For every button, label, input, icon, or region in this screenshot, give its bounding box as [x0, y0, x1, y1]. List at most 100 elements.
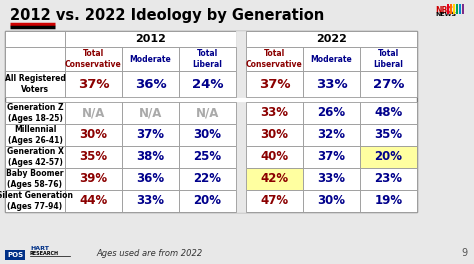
Bar	[450, 4, 453, 14]
Bar	[5, 102, 65, 124]
Bar	[5, 250, 25, 260]
Bar	[122, 102, 179, 124]
Text: 25%: 25%	[193, 150, 221, 163]
Text: RESEARCH: RESEARCH	[30, 251, 59, 256]
Text: 2022: 2022	[316, 34, 347, 44]
Bar	[360, 190, 417, 212]
Bar	[122, 71, 179, 97]
Bar	[236, 71, 246, 97]
Text: Millennial
(Ages 26-41): Millennial (Ages 26-41)	[8, 125, 63, 145]
Text: 35%: 35%	[80, 150, 108, 163]
Bar	[65, 31, 236, 47]
Bar	[246, 102, 303, 124]
Bar	[122, 168, 179, 190]
Text: Generation Z
(Ages 18-25): Generation Z (Ages 18-25)	[7, 103, 64, 123]
Bar	[122, 190, 179, 212]
Bar	[453, 4, 456, 14]
Bar	[179, 102, 236, 124]
Bar	[236, 146, 246, 168]
Text: Generation X
(Ages 42-57): Generation X (Ages 42-57)	[7, 147, 64, 167]
Text: 37%: 37%	[78, 78, 109, 91]
Text: 39%: 39%	[80, 172, 108, 186]
Text: 30%: 30%	[193, 129, 221, 142]
Bar	[462, 4, 465, 14]
Text: 48%: 48%	[374, 106, 402, 120]
Bar	[5, 190, 65, 212]
Bar	[179, 146, 236, 168]
Bar	[236, 102, 246, 124]
Text: POS: POS	[7, 252, 23, 258]
Text: Moderate: Moderate	[310, 54, 352, 64]
Text: 36%: 36%	[135, 78, 166, 91]
Bar	[360, 47, 417, 71]
Text: Total
Liberal: Total Liberal	[192, 49, 222, 69]
Bar	[65, 71, 122, 97]
Text: 37%: 37%	[137, 129, 164, 142]
Bar	[360, 146, 417, 168]
Bar	[303, 47, 360, 71]
Bar	[65, 190, 122, 212]
Bar	[456, 4, 458, 14]
Bar	[459, 4, 462, 14]
Bar	[246, 47, 303, 71]
Text: Total
Conservative: Total Conservative	[65, 49, 122, 69]
Text: 27%: 27%	[373, 78, 404, 91]
Bar	[246, 146, 303, 168]
Text: Total
Liberal: Total Liberal	[374, 49, 403, 69]
Bar	[303, 168, 360, 190]
Text: 37%: 37%	[318, 150, 346, 163]
Text: All Registered
Voters: All Registered Voters	[5, 74, 65, 94]
Text: 24%: 24%	[192, 78, 223, 91]
Text: Total
Conservative: Total Conservative	[246, 49, 303, 69]
Bar	[5, 47, 65, 71]
Bar	[5, 168, 65, 190]
Bar	[65, 102, 122, 124]
Bar	[5, 31, 65, 47]
Bar	[360, 102, 417, 124]
Text: Ages used are from 2022: Ages used are from 2022	[97, 249, 203, 258]
Bar	[122, 47, 179, 71]
Text: 42%: 42%	[260, 172, 289, 186]
Bar	[122, 124, 179, 146]
Text: 32%: 32%	[318, 129, 346, 142]
Bar	[65, 146, 122, 168]
Bar	[236, 190, 246, 212]
Text: 35%: 35%	[374, 129, 402, 142]
Bar	[447, 4, 449, 14]
Text: 37%: 37%	[259, 78, 290, 91]
Bar	[303, 124, 360, 146]
Bar	[179, 47, 236, 71]
Text: 30%: 30%	[80, 129, 108, 142]
Text: 30%: 30%	[261, 129, 289, 142]
Text: 22%: 22%	[193, 172, 221, 186]
Bar	[122, 146, 179, 168]
Text: 26%: 26%	[318, 106, 346, 120]
Text: 38%: 38%	[137, 150, 164, 163]
Bar	[5, 146, 65, 168]
Text: Moderate: Moderate	[129, 54, 172, 64]
Text: 33%: 33%	[261, 106, 289, 120]
Bar	[360, 168, 417, 190]
Text: 40%: 40%	[260, 150, 289, 163]
Text: 20%: 20%	[374, 150, 402, 163]
Bar	[246, 190, 303, 212]
Bar	[179, 190, 236, 212]
Bar	[246, 168, 303, 190]
Bar	[179, 168, 236, 190]
Text: 47%: 47%	[260, 195, 289, 208]
Bar	[179, 71, 236, 97]
Text: NBC: NBC	[435, 6, 453, 15]
Text: 20%: 20%	[193, 195, 221, 208]
Text: HART: HART	[30, 246, 49, 251]
Bar	[236, 124, 246, 146]
Bar	[303, 102, 360, 124]
Bar	[236, 168, 246, 190]
Text: 33%: 33%	[318, 172, 346, 186]
Text: 2012: 2012	[135, 34, 166, 44]
Text: N/A: N/A	[139, 106, 162, 120]
Bar	[246, 124, 303, 146]
Bar	[360, 124, 417, 146]
Text: 33%: 33%	[316, 78, 347, 91]
Bar	[65, 124, 122, 146]
Bar	[303, 190, 360, 212]
